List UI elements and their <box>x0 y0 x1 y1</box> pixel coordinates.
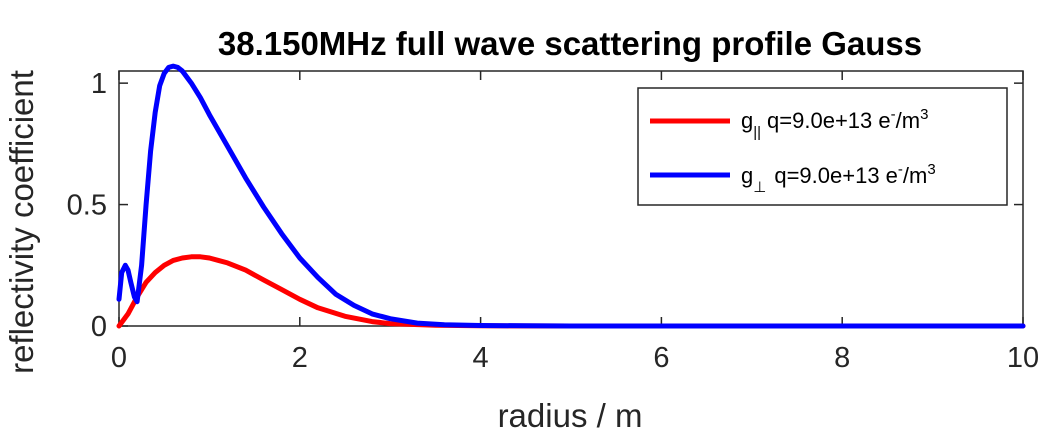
legend-label-perpendicular: g⊥ q=9.0e+13 e-/m3 <box>741 161 936 196</box>
x-tick-label: 6 <box>653 342 669 374</box>
y-tick-label: 0.5 <box>67 190 107 222</box>
legend-parallel-subscript: || <box>753 124 761 141</box>
legend-parallel-sup2: 3 <box>920 106 928 123</box>
chart-title: 38.150MHz full wave scattering profile G… <box>218 25 922 62</box>
legend-perp-sup2: 3 <box>927 161 935 178</box>
legend-perp-unit: /m <box>903 163 927 188</box>
legend-perp-g: g <box>741 163 753 188</box>
x-tick-label: 2 <box>292 342 308 374</box>
y-tick-label: 0 <box>91 311 107 343</box>
legend-box <box>637 87 1008 206</box>
legend-perp-text: q=9.0e+13 e <box>774 163 898 188</box>
x-tick-label: 8 <box>834 342 850 374</box>
y-axis-label: reflectivity coefficient <box>3 70 40 374</box>
x-tick-label: 0 <box>111 342 127 374</box>
legend-label-parallel: g|| q=9.0e+13 e-/m3 <box>741 106 928 141</box>
x-axis-label: radius / m <box>498 397 643 434</box>
series-line-perpendicular <box>116 63 1026 329</box>
legend-parallel-text: q=9.0e+13 e <box>767 108 891 133</box>
legend: g|| q=9.0e+13 e-/m3 g⊥ q=9.0e+13 e-/m3 <box>637 87 1008 206</box>
legend-parallel-sup1: - <box>891 106 896 123</box>
y-tick-label: 1 <box>91 68 107 100</box>
legend-perp-sup1: - <box>898 161 903 178</box>
y-axis: 00.51 <box>67 68 1023 343</box>
legend-perp-subscript: ⊥ <box>753 179 766 196</box>
series-layer <box>116 63 1026 329</box>
legend-parallel-unit: /m <box>896 108 920 133</box>
legend-parallel-g: g <box>741 108 753 133</box>
x-tick-label: 4 <box>473 342 489 374</box>
x-tick-label: 10 <box>1007 342 1039 374</box>
